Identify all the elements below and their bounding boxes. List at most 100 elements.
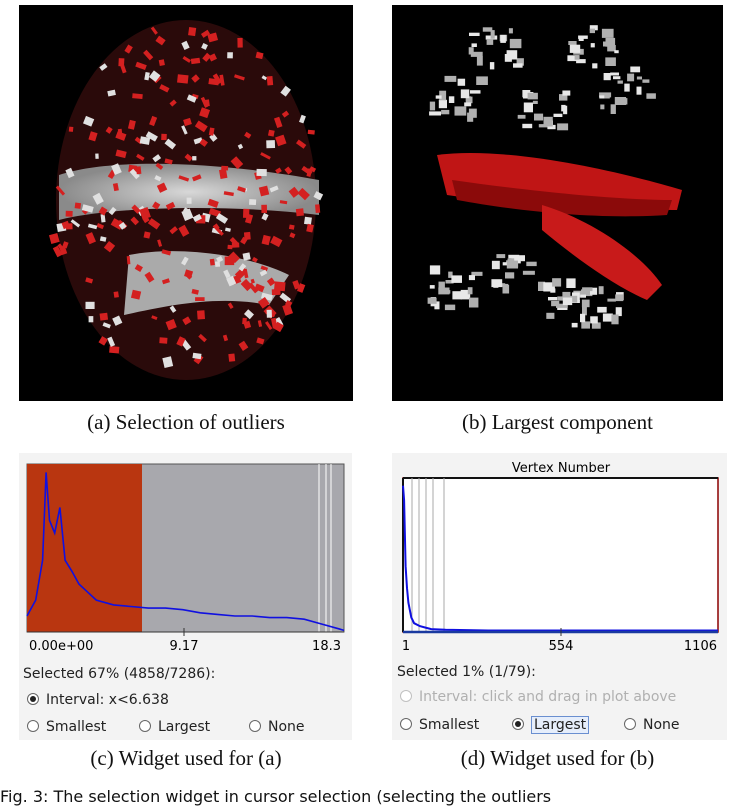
render-fragment — [578, 37, 584, 41]
render-fragment — [470, 90, 481, 94]
render-fragment — [259, 269, 268, 277]
render-fragment — [65, 167, 75, 179]
largest-option-c[interactable]: Largest — [139, 719, 210, 735]
render-fragment — [589, 25, 598, 31]
render-fragment — [280, 85, 291, 97]
render-fragment — [605, 57, 616, 66]
radio-off-icon[interactable] — [249, 720, 261, 732]
render-fragment — [231, 242, 240, 248]
histogram-plot-c[interactable]: 0.00e+00 9.17 18.3 — [19, 453, 352, 655]
render-fragment — [222, 334, 229, 342]
render-fragment — [271, 288, 281, 296]
render-fragment — [581, 299, 590, 308]
caption-a: (a) Selection of outliers — [87, 410, 285, 434]
render-fragment — [275, 167, 282, 174]
render-fragment — [198, 333, 207, 343]
largest-option-d[interactable]: Largest — [512, 716, 590, 734]
render-fragment — [597, 306, 607, 313]
render-fragment — [207, 198, 219, 208]
tick-label-mid: 554 — [549, 639, 574, 654]
render-fragment — [266, 75, 274, 86]
render-fragment — [164, 158, 173, 165]
figure-caption: Fig. 3: The selection widget in cursor s… — [0, 787, 552, 806]
render-fragment — [165, 201, 176, 211]
render-fragment — [642, 79, 650, 83]
render-fragment — [562, 90, 571, 96]
render-fragment — [132, 93, 143, 99]
radio-off-icon[interactable] — [624, 718, 636, 730]
tick-label-max: 18.3 — [312, 639, 341, 654]
render-fragment — [115, 149, 127, 159]
radio-on-icon[interactable] — [27, 693, 39, 705]
radio-off-icon[interactable] — [400, 718, 412, 730]
render-fragment — [617, 98, 628, 105]
render-fragment — [181, 125, 188, 135]
render-fragment — [611, 314, 619, 325]
render-fragment — [184, 269, 194, 279]
radio-off-icon — [400, 690, 412, 702]
render-fragment — [234, 268, 246, 280]
render-fragment — [226, 275, 237, 287]
caption-b: (b) Largest component — [462, 410, 653, 434]
render-fragment — [107, 336, 116, 347]
render-fragment — [496, 254, 506, 259]
render-fragment — [258, 185, 270, 197]
interval-option-c[interactable]: Interval: x<6.638 — [27, 692, 169, 708]
render-fragment — [200, 96, 209, 108]
render-fragment — [306, 223, 314, 233]
render-fragment — [223, 269, 231, 279]
radio-on-icon[interactable] — [512, 718, 524, 730]
render-fragment — [62, 241, 69, 249]
render-fragment — [516, 58, 524, 66]
render-fragment — [429, 111, 441, 116]
render-fragment — [197, 310, 206, 320]
render-fragment — [568, 41, 577, 45]
selection-widget-d: Vertex Number 1 554 1106 Selected 1% (1/… — [392, 453, 727, 740]
render-fragment — [186, 197, 192, 204]
render-fragment — [151, 315, 158, 321]
render-fragment — [100, 214, 106, 223]
render-fragment — [215, 261, 221, 267]
smallest-option-c[interactable]: Smallest — [27, 719, 106, 735]
render-fragment — [295, 208, 304, 217]
render-fragment — [144, 271, 155, 283]
none-option-d[interactable]: None — [624, 717, 680, 733]
render-fragment — [515, 255, 525, 262]
render-fragment — [553, 113, 563, 117]
render-fragment — [607, 45, 616, 52]
render-fragment — [208, 127, 215, 136]
render-fragment — [149, 115, 158, 127]
render-fragment — [162, 356, 174, 369]
render-fragment — [83, 115, 95, 127]
render-fragment — [178, 224, 190, 237]
render-fragment — [87, 223, 98, 230]
render-fragment — [214, 226, 224, 236]
render-fragment — [460, 289, 471, 300]
render-fragment — [117, 128, 123, 134]
render-fragment — [599, 92, 612, 98]
render-fragment — [636, 76, 642, 80]
render-fragment — [251, 256, 258, 263]
none-option-c[interactable]: None — [249, 719, 305, 735]
render-fragment — [569, 44, 581, 53]
render-fragment — [238, 263, 247, 272]
render-fragment — [192, 174, 202, 182]
histogram-curve — [402, 485, 718, 632]
histogram-plot-d[interactable]: Vertex Number 1 554 1106 — [392, 453, 727, 655]
render-fragment — [556, 303, 568, 308]
radio-off-icon[interactable] — [27, 720, 39, 732]
smallest-option-d[interactable]: Smallest — [400, 717, 479, 733]
render-fragment — [154, 175, 162, 182]
render-fragment — [225, 227, 231, 232]
render-fragment — [215, 213, 229, 224]
radio-off-icon[interactable] — [139, 720, 151, 732]
render-fragment — [613, 76, 621, 80]
render-fragment — [165, 318, 177, 331]
render-fragment — [98, 336, 108, 346]
render-fragment — [250, 278, 255, 284]
render-fragment — [150, 26, 158, 35]
render-fragment — [598, 286, 604, 295]
render-fragment — [543, 282, 555, 292]
render-fragment — [507, 258, 512, 263]
render-fragment — [130, 289, 142, 300]
